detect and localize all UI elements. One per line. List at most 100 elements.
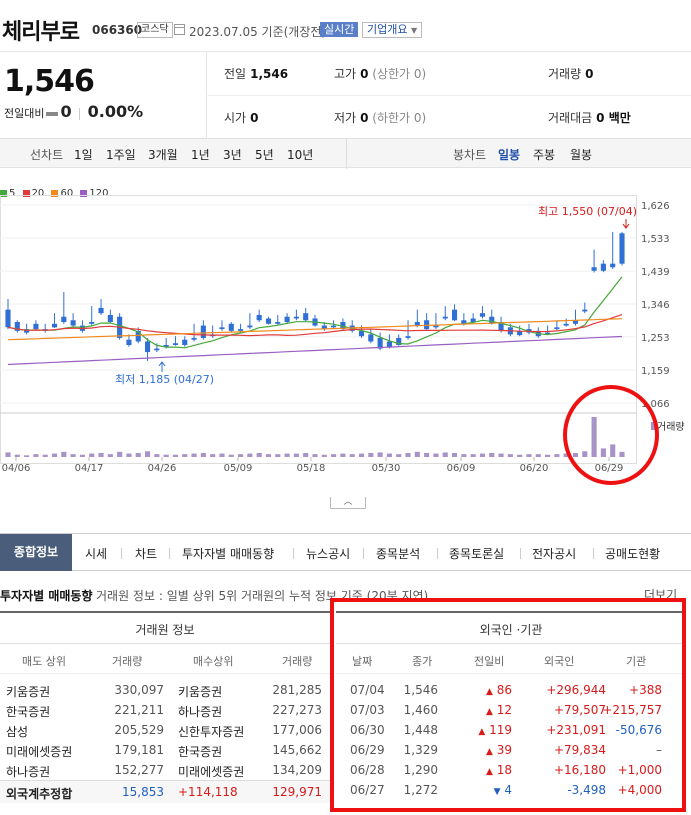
candle-body — [331, 325, 337, 328]
company-info-dropdown[interactable]: 기업개요 ▼ — [362, 22, 423, 38]
volume-bar — [470, 454, 476, 457]
tab-period-3y[interactable]: 3년 — [223, 148, 242, 162]
candle-body — [610, 263, 616, 268]
broker-sell-name: 하나증권 — [6, 765, 51, 779]
broker-buy-volume: 177,006 — [272, 723, 322, 737]
ma60-line — [7, 318, 623, 341]
ma5-line — [7, 276, 623, 349]
broker-buy-name: 키움증권 — [178, 685, 223, 699]
volume-bar — [377, 452, 383, 457]
candle-body — [414, 322, 420, 326]
investor-institution: +388 — [629, 683, 662, 697]
investor-institution: +1,000 — [617, 763, 662, 777]
candle-body — [368, 334, 374, 342]
chart-frame — [0, 195, 637, 464]
x-tick-label: 06/20 — [520, 463, 549, 474]
high-annotation: 최고 1,550 (07/04) — [538, 205, 637, 218]
volume-bar — [368, 453, 374, 457]
investor-foreign: +16,180 — [553, 763, 606, 777]
foreign-total-sell: 15,853 — [122, 785, 164, 799]
price-chart[interactable]: 1,626 1,533 1,439 1,346 1,253 1,159 1,066 최고 1,… — [0, 195, 691, 495]
broker-table: 거래원 정보 매도 상위 거래량 매수상위 거래량 키움증권 330,097 키움증… — [0, 611, 330, 811]
arrow-up-icon: ▲ — [485, 747, 493, 757]
volume-bar — [517, 454, 523, 457]
volume-bar — [293, 453, 299, 457]
tab-period-5y[interactable]: 5년 — [255, 148, 274, 162]
stat-prev-close: 전일 1,546 — [224, 67, 289, 81]
candle-body — [386, 341, 392, 347]
investor-close: 1,460 — [403, 703, 438, 717]
candle-body — [14, 322, 20, 331]
volume-bar — [144, 451, 151, 457]
legend-swatch-ma120 — [80, 189, 88, 197]
tab-monthly[interactable]: 월봉 — [570, 148, 593, 162]
y-tick-label: 1,346 — [641, 300, 670, 311]
volume-bar — [284, 453, 290, 457]
candle-body — [451, 309, 458, 321]
y-tick-label: 1,533 — [641, 234, 670, 245]
volume-bar — [535, 454, 541, 457]
tab-chart[interactable]: 차트 — [135, 547, 158, 561]
y-tick-label: 1,439 — [641, 267, 670, 278]
tab-discussion[interactable]: 종목토론실 — [449, 547, 505, 561]
col-close: 종가 — [412, 655, 433, 668]
ma120-line — [7, 335, 623, 366]
stat-volume: 거래량 0 — [548, 67, 594, 81]
tab-period-1d[interactable]: 1일 — [74, 148, 93, 162]
volume-bar — [414, 451, 420, 457]
investor-table: 외국인 ·기관 날짜 종가 전일비 외국인 기관 07/04 1,546 ▲ 86 +… — [336, 611, 686, 811]
tab-period-3m[interactable]: 3개월 — [148, 148, 178, 162]
broker-buy-volume: 145,662 — [272, 743, 322, 757]
candle-body — [479, 313, 486, 317]
arrow-up-icon: ▲ — [478, 727, 486, 737]
y-tick-label: 1,626 — [641, 201, 670, 212]
calendar-icon — [174, 24, 185, 35]
broker-buy-name: 미래에셋증권 — [178, 765, 245, 779]
volume-bar — [386, 453, 392, 457]
arrow-up-icon — [158, 361, 166, 372]
tab-candle-chart[interactable]: 봉차트 — [453, 148, 487, 162]
volume-bar — [163, 454, 169, 457]
volume-bar — [321, 454, 327, 457]
investor-foreign: +231,091 — [546, 723, 606, 737]
investor-diff: ▲ 86 — [485, 683, 512, 697]
tab-analysis[interactable]: 종목분석 — [376, 547, 421, 561]
tab-period-10y[interactable]: 10년 — [287, 148, 314, 162]
tab-investor-trades[interactable]: 투자자별 매매동향 — [182, 547, 275, 561]
volume-bar — [182, 454, 188, 457]
volume-bar — [33, 454, 39, 457]
investor-diff: ▼ 4 — [493, 783, 512, 797]
tab-short-selling[interactable]: 공매도현황 — [605, 547, 661, 561]
candle-body — [107, 314, 113, 323]
col-buy-volume: 거래량 — [282, 655, 313, 668]
broker-buy-volume: 281,285 — [272, 683, 322, 697]
investor-foreign: +79,507 — [553, 703, 606, 717]
tab-summary[interactable]: 종합정보 — [0, 534, 72, 571]
tab-daily[interactable]: 일봉 — [498, 148, 521, 162]
investor-foreign: +79,834 — [553, 743, 606, 757]
candle-body — [405, 336, 411, 338]
volume-bar — [479, 453, 486, 457]
tab-period-1y[interactable]: 1년 — [191, 148, 210, 162]
ma20-line — [7, 314, 623, 337]
legend-swatch-ma60 — [51, 189, 59, 197]
tab-disclosure[interactable]: 전자공시 — [532, 547, 577, 561]
broker-sell-volume: 205,529 — [114, 723, 164, 737]
volume-bar — [14, 454, 20, 457]
tab-weekly[interactable]: 주봉 — [533, 148, 556, 162]
tab-quotes[interactable]: 시세 — [85, 547, 108, 561]
realtime-button[interactable]: 실시간 — [320, 22, 359, 37]
highlight-box — [330, 598, 686, 812]
candle-body — [182, 339, 188, 346]
no-change-icon — [46, 112, 59, 116]
volume-bar — [433, 453, 439, 457]
collapse-chart-button[interactable]: ︿ — [330, 497, 366, 509]
broker-sell-volume: 221,211 — [114, 703, 164, 717]
tab-period-1w[interactable]: 1주일 — [106, 148, 136, 162]
x-tick-label: 05/18 — [297, 463, 326, 474]
volume-bar — [98, 453, 104, 457]
candle-body — [98, 307, 104, 314]
volume-bar — [219, 453, 225, 457]
tab-news[interactable]: 뉴스공시 — [306, 547, 351, 561]
tab-line-chart[interactable]: 선차트 — [30, 148, 64, 162]
